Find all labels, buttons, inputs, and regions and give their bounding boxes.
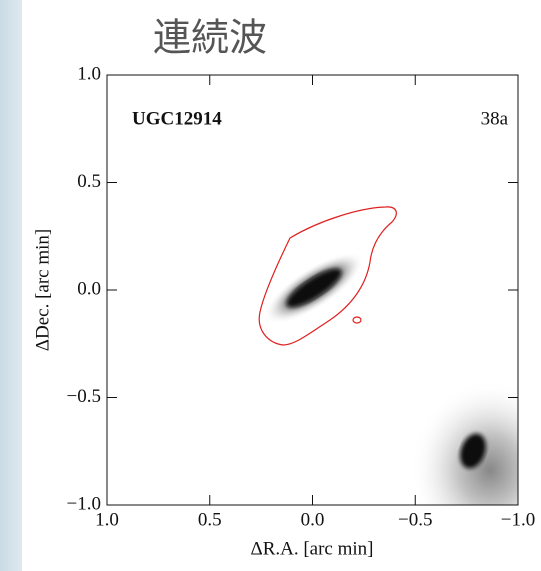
x-tick-label: 0.0 (301, 509, 325, 530)
y-tick-label: −1.0 (67, 493, 101, 514)
image (107, 75, 541, 560)
y-tick-label: −0.5 (67, 386, 101, 407)
x-axis-label: ΔR.A. [arc min] (250, 538, 373, 559)
y-tick-label: 1.0 (77, 63, 101, 84)
title: 連続波 (153, 16, 267, 60)
object-label: UGC12914 (132, 108, 222, 129)
y-tick-label: 0.5 (77, 171, 101, 192)
y-axis-label: ΔDec. [arc min] (32, 229, 53, 351)
x-tick-label: −1.0 (501, 509, 535, 530)
x-tick-label: −0.5 (398, 509, 432, 530)
panel-label: 38a (481, 108, 509, 129)
y-tick-label: 0.0 (77, 278, 101, 299)
figure: 連続波 UGC12914 38a ΔR.A. [arc min] ΔDec. [… (0, 0, 541, 571)
x-tick-label: 0.5 (198, 509, 222, 530)
